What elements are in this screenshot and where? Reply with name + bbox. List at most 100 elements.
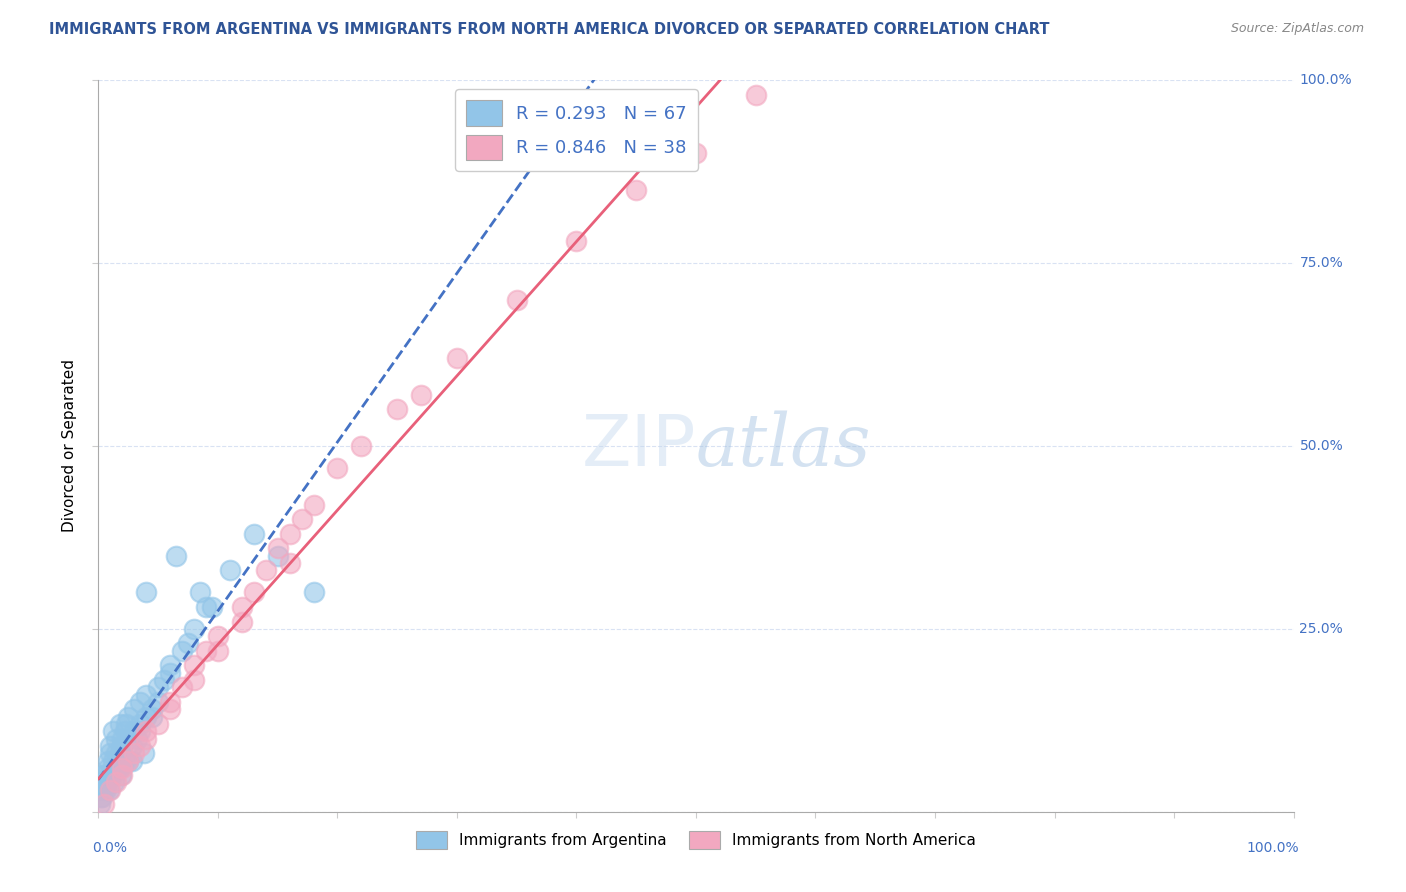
Point (97, 754, 120, 768)
Point (117, 731, 139, 746)
Point (172, 644, 194, 658)
Point (188, 585, 211, 599)
Point (243, 585, 266, 599)
Text: 100.0%: 100.0% (1299, 73, 1353, 87)
Point (159, 665, 181, 680)
Point (90, 790, 112, 805)
Point (124, 746, 146, 760)
Point (165, 549, 187, 563)
Point (108, 761, 131, 775)
Point (446, 351, 468, 366)
Point (117, 754, 139, 768)
Y-axis label: Divorced or Separated: Divorced or Separated (62, 359, 77, 533)
Point (745, 87, 768, 102)
Point (219, 563, 242, 577)
Point (96, 775, 118, 789)
Point (108, 746, 131, 760)
Point (243, 526, 266, 541)
Point (114, 724, 136, 739)
Point (93, 768, 115, 782)
Point (125, 731, 148, 746)
Point (97, 761, 120, 775)
Point (101, 754, 124, 768)
Point (91, 782, 114, 797)
Point (148, 695, 170, 709)
Point (153, 673, 176, 687)
Point (117, 754, 139, 768)
Point (132, 746, 155, 760)
Point (93, 797, 115, 812)
Point (105, 731, 128, 746)
Point (111, 768, 134, 782)
Point (101, 724, 124, 739)
Point (506, 293, 529, 307)
Point (107, 761, 129, 775)
Point (159, 658, 181, 673)
Point (326, 461, 349, 475)
Point (98, 782, 121, 797)
Point (302, 498, 325, 512)
Point (148, 681, 170, 695)
Point (135, 709, 157, 723)
Point (129, 717, 152, 731)
Point (98, 768, 122, 782)
Point (183, 673, 205, 687)
Point (89, 797, 111, 812)
Point (183, 658, 205, 673)
Point (267, 549, 290, 563)
Point (177, 636, 200, 650)
Point (302, 585, 325, 599)
Point (115, 717, 138, 731)
Point (411, 388, 433, 402)
Point (141, 702, 163, 716)
Point (183, 622, 205, 636)
Point (231, 615, 253, 629)
Legend: Immigrants from Argentina, Immigrants from North America: Immigrants from Argentina, Immigrants fr… (411, 824, 981, 855)
Point (148, 717, 170, 731)
Point (98, 782, 122, 797)
Point (159, 695, 181, 709)
Text: IMMIGRANTS FROM ARGENTINA VS IMMIGRANTS FROM NORTH AMERICA DIVORCED OR SEPARATED: IMMIGRANTS FROM ARGENTINA VS IMMIGRANTS … (49, 22, 1050, 37)
Point (124, 724, 146, 739)
Point (105, 761, 128, 775)
Text: ZIP: ZIP (582, 411, 696, 481)
Point (129, 739, 152, 753)
Point (93, 768, 115, 782)
Point (111, 739, 134, 753)
Point (172, 681, 194, 695)
Point (291, 512, 314, 526)
Point (135, 688, 157, 702)
Point (135, 724, 157, 739)
Point (135, 731, 157, 746)
Point (267, 541, 290, 556)
Text: Source: ZipAtlas.com: Source: ZipAtlas.com (1230, 22, 1364, 36)
Text: atlas: atlas (696, 410, 872, 482)
Point (94, 782, 117, 797)
Point (98, 739, 122, 753)
Point (565, 234, 588, 248)
Point (135, 585, 157, 599)
Point (350, 439, 373, 453)
Point (108, 717, 131, 731)
Point (201, 599, 224, 614)
Point (105, 775, 128, 789)
Text: 50.0%: 50.0% (1299, 439, 1343, 453)
Point (195, 644, 218, 658)
Point (121, 739, 143, 753)
Point (385, 402, 409, 417)
Point (159, 702, 181, 716)
Point (195, 599, 218, 614)
Point (626, 183, 648, 197)
Point (141, 709, 163, 723)
Point (93, 782, 115, 797)
Point (98, 746, 122, 760)
Point (278, 556, 301, 570)
Text: 100.0%: 100.0% (1247, 841, 1299, 855)
Point (114, 754, 136, 768)
Point (278, 526, 301, 541)
Text: 0.0%: 0.0% (93, 841, 128, 855)
Point (207, 629, 229, 643)
Text: 75.0%: 75.0% (1299, 256, 1343, 270)
Point (685, 146, 707, 161)
Point (100, 768, 122, 782)
